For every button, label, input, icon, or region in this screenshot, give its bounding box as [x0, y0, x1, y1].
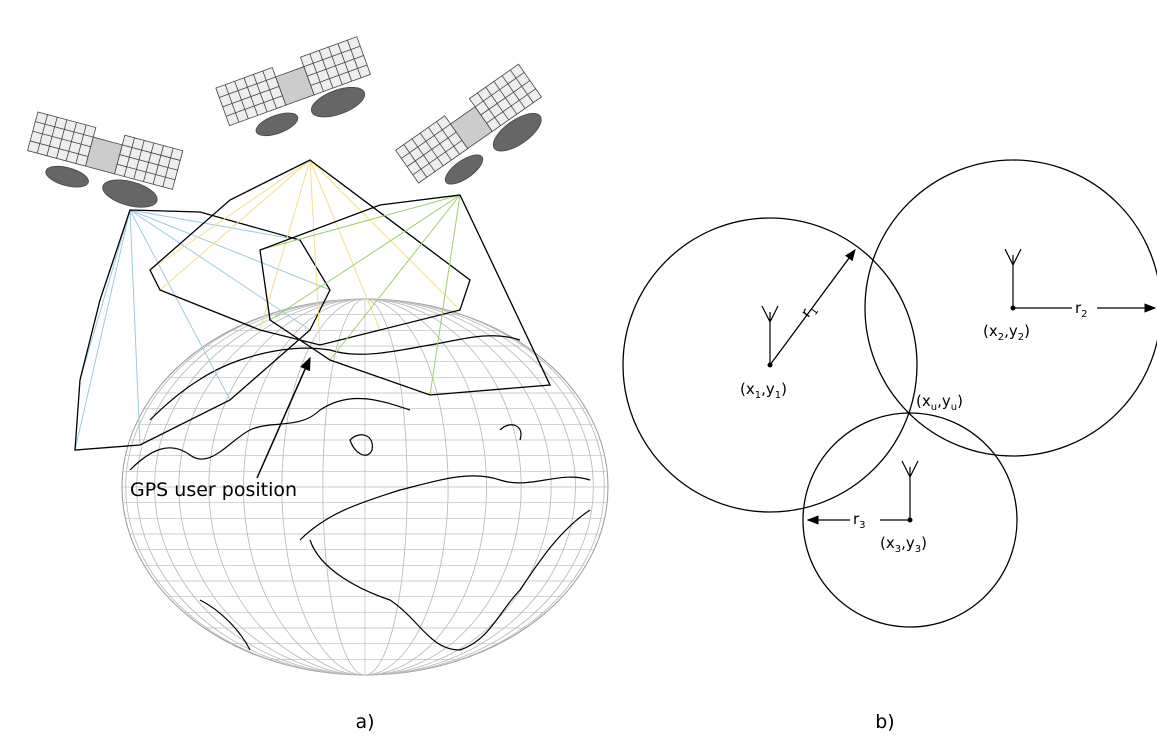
cone-ray: [269, 194, 461, 321]
label-r2: r2: [1075, 299, 1088, 320]
dish: [444, 154, 484, 185]
panel-grid: [30, 140, 89, 157]
satellite: [215, 36, 371, 137]
circle-2: [864, 159, 1157, 457]
panel-grid: [225, 95, 283, 117]
cone-outline: [149, 159, 471, 346]
panel-grid: [122, 144, 181, 161]
label-p3: (x3,y3): [880, 534, 927, 555]
dish: [492, 112, 542, 152]
panel-grid: [303, 45, 361, 68]
bus: [85, 136, 123, 175]
cone-outline: [74, 209, 331, 451]
antennas: [761, 248, 1022, 520]
panel-grid: [116, 163, 176, 181]
label-r1: r1: [797, 300, 821, 322]
cone-ray: [159, 159, 311, 291]
satellite: [395, 63, 542, 185]
panel-grid: [486, 88, 536, 124]
panel-grid: [307, 55, 364, 77]
caption-b: b): [875, 711, 894, 733]
dish: [255, 112, 299, 137]
circle-1: [622, 217, 918, 513]
bus: [449, 106, 493, 150]
panel-grid: [119, 154, 178, 171]
panel-grid: [222, 85, 280, 108]
cone-ray: [429, 194, 461, 396]
dish: [102, 179, 158, 208]
cone-ray: [79, 209, 131, 381]
cone-outline: [259, 194, 551, 396]
bus: [275, 66, 315, 106]
user-label: GPS user position: [130, 479, 297, 501]
panel-grid: [310, 64, 368, 86]
cone-ray: [129, 209, 141, 446]
panel-grid: [406, 131, 457, 167]
user-arrow: [256, 356, 311, 479]
panel-grid: [32, 130, 91, 148]
globe: [121, 298, 609, 676]
label-p1: (x1,y1): [740, 380, 787, 401]
footprints: [74, 159, 551, 451]
panel-grid: [412, 140, 463, 176]
cone-ray: [309, 159, 381, 331]
satellites: [27, 36, 542, 208]
cone-ray: [74, 209, 131, 451]
cone-ray: [309, 159, 461, 311]
cone-ray: [129, 209, 331, 291]
cone-ray: [309, 159, 321, 346]
panel-grid: [35, 121, 94, 138]
dish: [310, 86, 366, 118]
panel-grid: [474, 72, 525, 108]
cone-ray: [259, 159, 311, 331]
label-pu: (xu,yu): [916, 392, 963, 413]
cone-ray: [329, 194, 461, 361]
dish: [45, 165, 89, 188]
panel-grid: [219, 76, 276, 98]
cone-ray: [259, 194, 461, 251]
cone-ray: [149, 159, 311, 271]
cone-ray: [129, 209, 231, 401]
radius-arrows: [769, 249, 1157, 525]
cone-ray: [129, 209, 311, 331]
caption-a: a): [355, 711, 374, 733]
label-p2: (x2,y2): [983, 322, 1030, 343]
circle-3: [802, 412, 1018, 628]
satellite: [27, 111, 184, 208]
range-circles: [622, 159, 1157, 628]
panel-grid: [480, 80, 531, 116]
label-r3: r3: [853, 510, 866, 531]
continents: [129, 335, 591, 651]
panel-grid: [401, 123, 451, 159]
